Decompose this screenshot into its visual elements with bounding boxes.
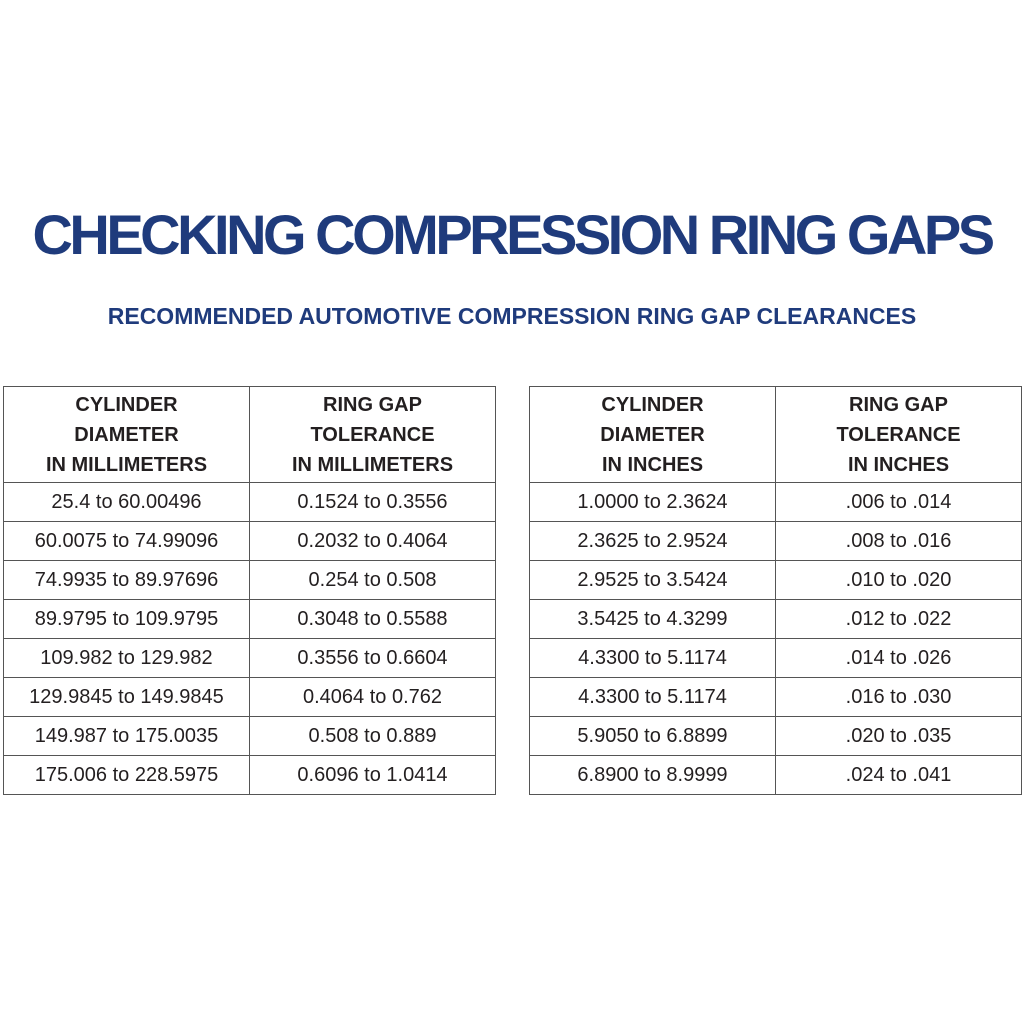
cylinder-diameter-cell: 4.3300 to 5.1174 [529, 638, 776, 678]
ring-gap-tolerance-cell: 0.1524 to 0.3556 [249, 482, 496, 522]
ring-gap-tolerance-cell: .006 to .014 [775, 482, 1022, 522]
ring-gap-tolerance-cell: 0.4064 to 0.762 [249, 677, 496, 717]
table-row: 1.0000 to 2.3624.006 to .014 [529, 482, 1022, 522]
column-header-line: IN MILLIMETERS [291, 453, 454, 476]
column-header: RING GAP TOLERANCE IN MILLIMETERS [249, 386, 496, 483]
cylinder-diameter-cell: 129.9845 to 149.9845 [3, 677, 250, 717]
table-row: 175.006 to 228.5975 0.6096 to 1.0414 [3, 755, 496, 795]
cylinder-diameter-cell: 1.0000 to 2.3624 [529, 482, 776, 522]
table-row: 89.9795 to 109.9795 0.3048 to 0.5588 [3, 599, 496, 639]
column-header-line: CYLINDER [601, 393, 704, 416]
column-header-line: IN MILLIMETERS [45, 453, 208, 476]
column-header-line: DIAMETER [74, 423, 179, 446]
ring-gap-tolerance-cell: .024 to .041 [775, 755, 1022, 795]
metric-ring-gap-table: CYLINDER DIAMETER IN MILLIMETERS RING GAP TO… [3, 386, 496, 795]
column-header-line: TOLERANCE [836, 423, 961, 446]
ring-gap-tolerance-cell: .008 to .016 [775, 521, 1022, 561]
column-header: RING GAP TOLERANCE IN INCHES [775, 386, 1022, 483]
cylinder-diameter-cell: 6.8900 to 8.9999 [529, 755, 776, 795]
table-row: 6.8900 to 8.9999.024 to .041 [529, 755, 1022, 795]
table-header-row: CYLINDER DIAMETER IN INCHES RING GAP TOLERAN… [529, 386, 1022, 483]
table-row: 3.5425 to 4.3299.012 to .022 [529, 599, 1022, 639]
cylinder-diameter-cell: 2.3625 to 2.9524 [529, 521, 776, 561]
cylinder-diameter-cell: 4.3300 to 5.1174 [529, 677, 776, 717]
cylinder-diameter-cell: 60.0075 to 74.99096 [3, 521, 250, 561]
cylinder-diameter-cell: 74.9935 to 89.97696 [3, 560, 250, 600]
table-row: 25.4 to 60.00496 0.1524 to 0.3556 [3, 482, 496, 522]
table-row: 5.9050 to 6.8899.020 to .035 [529, 716, 1022, 756]
cylinder-diameter-cell: 109.982 to 129.982 [3, 638, 250, 678]
ring-gap-tolerance-cell: .020 to .035 [775, 716, 1022, 756]
inch-ring-gap-table: CYLINDER DIAMETER IN INCHES RING GAP TOLERAN… [529, 386, 1022, 795]
cylinder-diameter-cell: 175.006 to 228.5975 [3, 755, 250, 795]
ring-gap-tolerance-cell: .014 to .026 [775, 638, 1022, 678]
ring-gap-tolerance-cell: 0.254 to 0.508 [249, 560, 496, 600]
cylinder-diameter-cell: 3.5425 to 4.3299 [529, 599, 776, 639]
cylinder-diameter-cell: 25.4 to 60.00496 [3, 482, 250, 522]
column-header-line: IN INCHES [601, 453, 704, 476]
cylinder-diameter-cell: 5.9050 to 6.8899 [529, 716, 776, 756]
column-header-line: IN INCHES [847, 453, 950, 476]
table-row: 4.3300 to 5.1174.016 to .030 [529, 677, 1022, 717]
ring-gap-tolerance-cell: .010 to .020 [775, 560, 1022, 600]
column-header-line: TOLERANCE [310, 423, 435, 446]
ring-gap-tolerance-cell: 0.2032 to 0.4064 [249, 521, 496, 561]
table-row: 129.9845 to 149.9845 0.4064 to 0.762 [3, 677, 496, 717]
table-row: 4.3300 to 5.1174.014 to .026 [529, 638, 1022, 678]
column-header: CYLINDER DIAMETER IN INCHES [529, 386, 776, 483]
table-header-row: CYLINDER DIAMETER IN MILLIMETERS RING GAP TO… [3, 386, 496, 483]
table-row: 2.3625 to 2.9524.008 to .016 [529, 521, 1022, 561]
table-row: 109.982 to 129.982 0.3556 to 0.6604 [3, 638, 496, 678]
ring-gap-tolerance-cell: 0.3556 to 0.6604 [249, 638, 496, 678]
ring-gap-tolerance-cell: .016 to .030 [775, 677, 1022, 717]
cylinder-diameter-cell: 149.987 to 175.0035 [3, 716, 250, 756]
column-header-line: RING GAP [849, 393, 948, 416]
column-header: CYLINDER DIAMETER IN MILLIMETERS [3, 386, 250, 483]
table-row: 149.987 to 175.0035 0.508 to 0.889 [3, 716, 496, 756]
column-header-line: DIAMETER [600, 423, 705, 446]
page-title: CHECKING COMPRESSION RING GAPS [0, 200, 1024, 270]
page-subtitle: RECOMMENDED AUTOMOTIVE COMPRESSION RING … [107, 303, 917, 329]
table-row: 74.9935 to 89.97696 0.254 to 0.508 [3, 560, 496, 600]
cylinder-diameter-cell: 89.9795 to 109.9795 [3, 599, 250, 639]
column-header-line: CYLINDER [75, 393, 178, 416]
page-title-text: CHECKING COMPRESSION RING GAPS [32, 203, 995, 266]
cylinder-diameter-cell: 2.9525 to 3.5424 [529, 560, 776, 600]
table-row: 2.9525 to 3.5424.010 to .020 [529, 560, 1022, 600]
table-row: 60.0075 to 74.99096 0.2032 to 0.4064 [3, 521, 496, 561]
ring-gap-tolerance-cell: 0.6096 to 1.0414 [249, 755, 496, 795]
column-header-line: RING GAP [323, 393, 422, 416]
ring-gap-tolerance-cell: .012 to .022 [775, 599, 1022, 639]
ring-gap-tolerance-cell: 0.508 to 0.889 [249, 716, 496, 756]
ring-gap-tolerance-cell: 0.3048 to 0.5588 [249, 599, 496, 639]
